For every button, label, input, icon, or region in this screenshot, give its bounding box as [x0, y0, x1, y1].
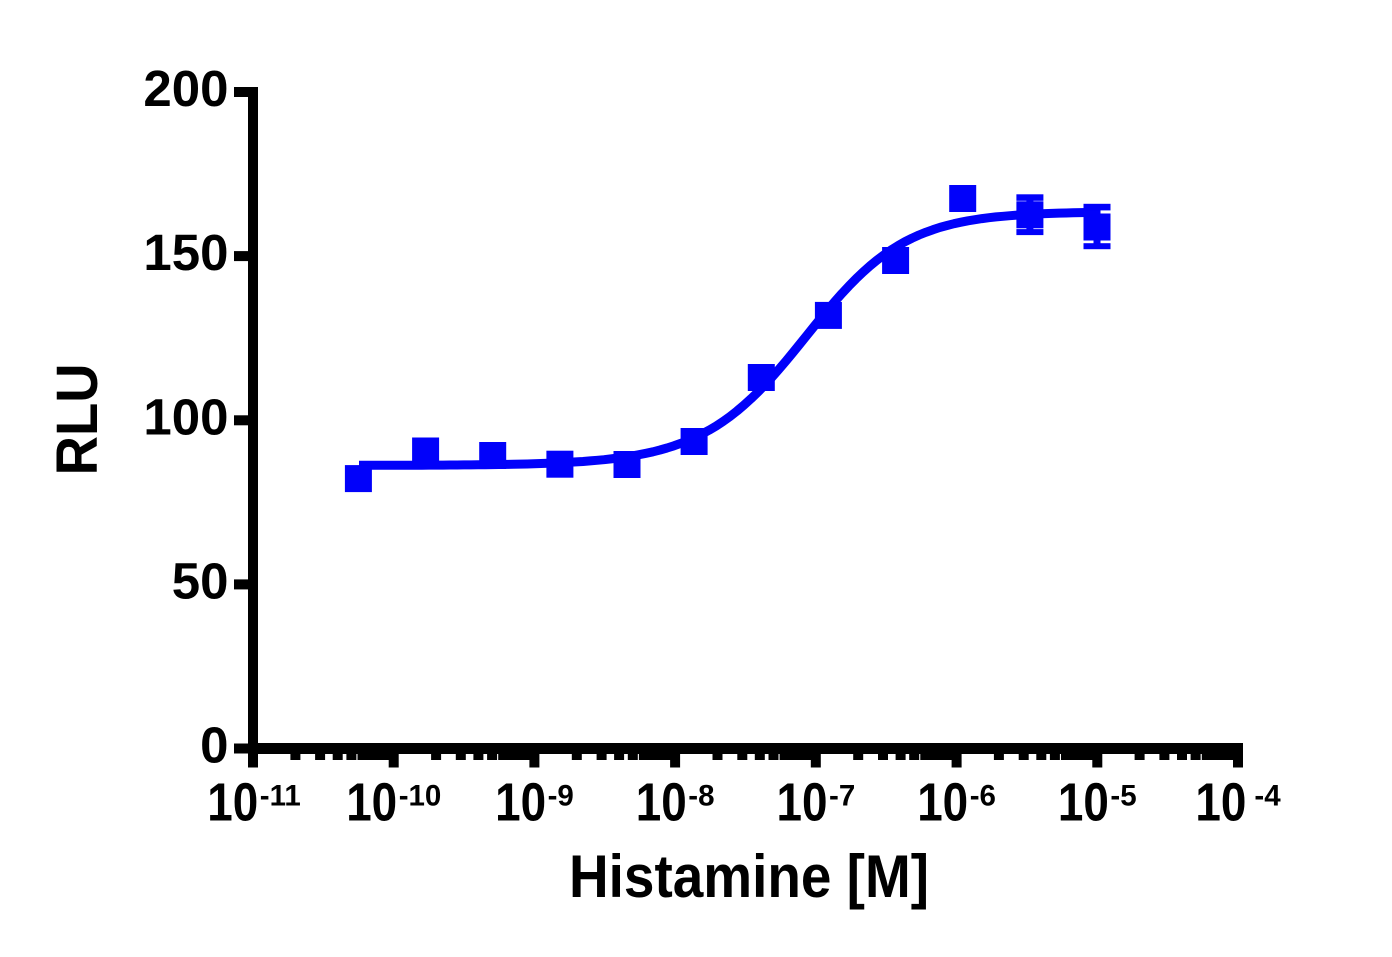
- svg-text:10: 10: [777, 774, 828, 833]
- svg-text:-4: -4: [1254, 780, 1281, 813]
- svg-text:10: 10: [495, 774, 546, 833]
- svg-text:-10: -10: [399, 780, 442, 813]
- svg-text:200: 200: [143, 60, 228, 117]
- svg-text:10: 10: [346, 774, 397, 833]
- svg-text:10: 10: [207, 774, 258, 833]
- svg-text:RLU: RLU: [45, 363, 110, 475]
- svg-text:10: 10: [1195, 774, 1246, 833]
- svg-text:-9: -9: [548, 780, 574, 813]
- svg-text:-7: -7: [829, 780, 855, 813]
- svg-text:-8: -8: [688, 780, 714, 813]
- svg-text:-11: -11: [260, 780, 301, 813]
- svg-text:10: 10: [636, 774, 687, 833]
- svg-text:100: 100: [143, 388, 228, 445]
- svg-text:10: 10: [1058, 774, 1109, 833]
- svg-text:150: 150: [143, 224, 228, 281]
- svg-text:0: 0: [200, 717, 228, 774]
- svg-text:50: 50: [172, 552, 229, 609]
- svg-text:10: 10: [917, 774, 968, 833]
- svg-text:-6: -6: [970, 780, 996, 813]
- svg-text:Histamine [M]: Histamine [M]: [569, 843, 929, 910]
- svg-text:-5: -5: [1110, 780, 1136, 813]
